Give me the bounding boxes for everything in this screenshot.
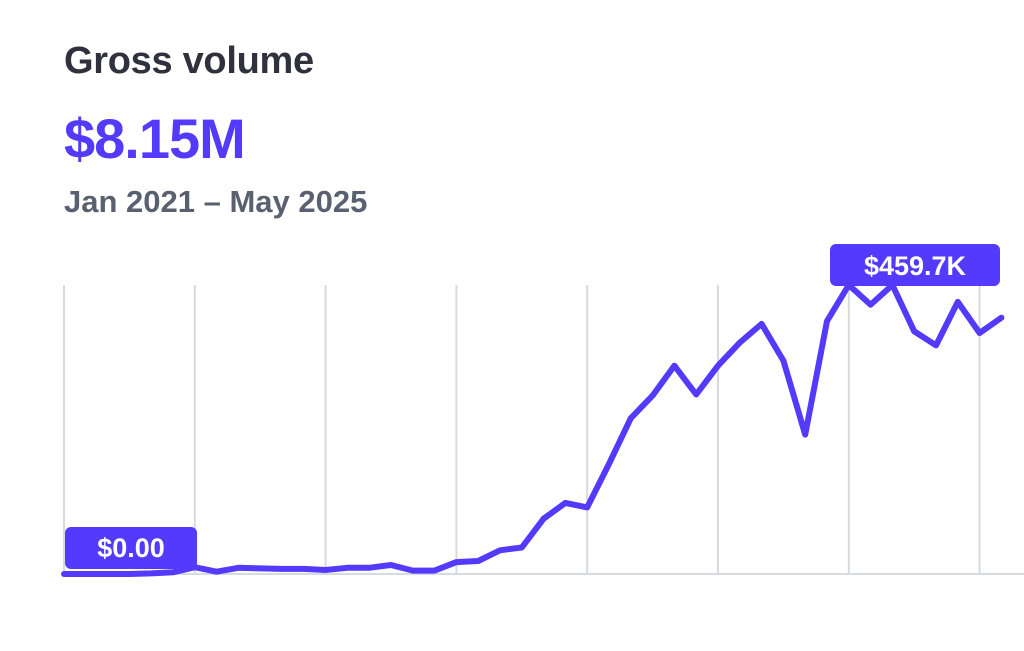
max-value-label-text: $459.7K <box>864 251 967 281</box>
min-value-label: $0.00 <box>65 527 197 569</box>
grid-lines <box>63 285 981 574</box>
chart-title: Gross volume <box>64 40 314 82</box>
max-value-label: $459.7K <box>830 244 1000 286</box>
date-range: Jan 2021 – May 2025 <box>64 184 368 219</box>
total-volume-value: $8.15M <box>64 107 246 170</box>
min-value-label-bg <box>65 527 197 569</box>
max-value-label-bg <box>830 244 1000 286</box>
min-value-label-text: $0.00 <box>97 533 165 563</box>
series-line <box>61 282 1005 577</box>
